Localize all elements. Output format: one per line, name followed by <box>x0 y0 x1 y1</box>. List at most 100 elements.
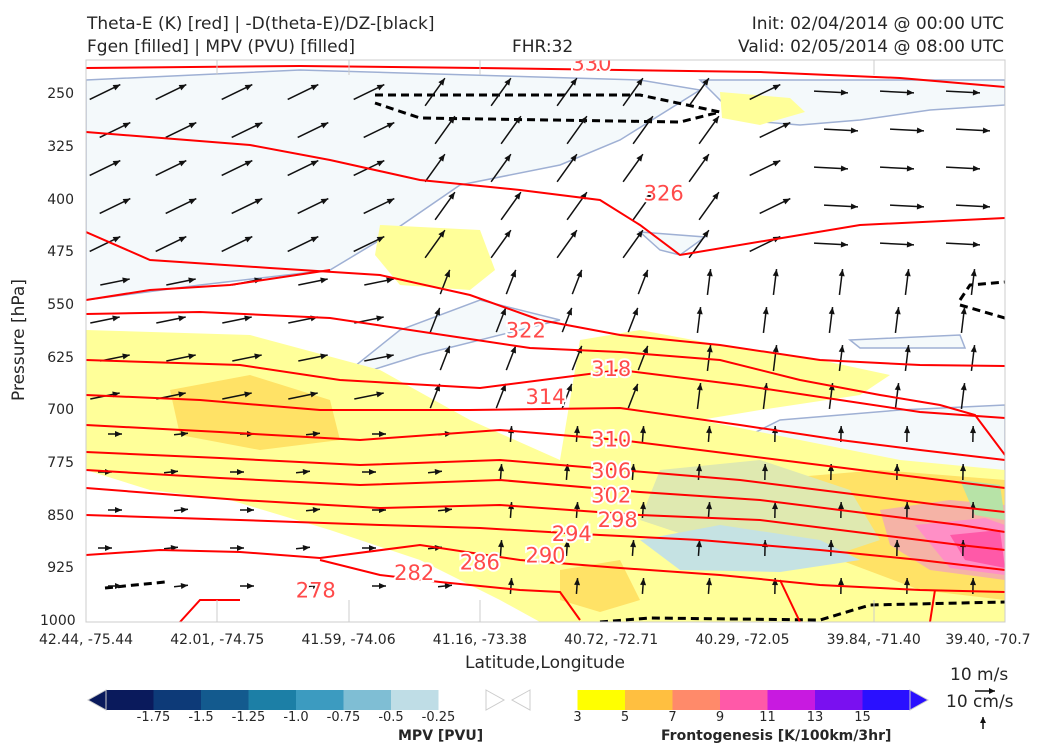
wind-vector-head <box>972 165 980 172</box>
colorbar-tick-label: -1.25 <box>231 710 266 725</box>
colorbar-segment <box>343 690 392 710</box>
wind-vector-head <box>632 383 638 392</box>
y-tick-label: 250 <box>47 86 74 103</box>
wind-vector-head <box>170 469 178 475</box>
wind-vector-head <box>112 160 121 167</box>
wind-vector-head <box>115 507 122 513</box>
wind-vector-head <box>970 269 977 277</box>
wind-vector-head <box>972 89 980 96</box>
wind-vector-head <box>772 502 779 510</box>
wind-vector-head <box>970 426 977 434</box>
theta-e-label: 322 <box>506 318 546 342</box>
wind-vector-head <box>772 578 779 586</box>
wind-vector-head <box>320 353 328 360</box>
x-tick-label: 39.84, -71.40 <box>826 632 921 648</box>
wind-ref-arrows <box>975 688 995 729</box>
wind-vector-head <box>632 307 638 316</box>
wind-vector-head <box>498 464 505 472</box>
wind-vector-head <box>438 154 445 162</box>
colorbar-segment <box>530 690 578 710</box>
wind-vector-head <box>838 345 845 353</box>
wind-vector-head <box>188 198 197 205</box>
x-tick-label: 42.01, -74.75 <box>170 632 265 648</box>
wind-vector-head <box>376 236 385 243</box>
wind-vector-head <box>972 241 980 248</box>
wind-vector-head <box>122 122 131 129</box>
wind-vector-head <box>566 307 572 316</box>
wind-vector-head <box>386 277 394 284</box>
wind-vector-head <box>244 315 252 322</box>
colorbar-segment <box>577 690 626 710</box>
y-tick-label: 475 <box>47 244 74 261</box>
wind-vector-head <box>376 160 385 167</box>
wind-vector-head <box>310 84 319 91</box>
x-tick-label: 41.59, -74.06 <box>301 632 396 648</box>
wind-vector-head <box>369 545 376 551</box>
theta-e-label: 314 <box>525 385 565 409</box>
wind-vector-head <box>434 307 440 316</box>
colorbar-segment <box>625 690 673 710</box>
wind-vector-head <box>970 502 977 510</box>
wind-vector-head <box>115 431 122 437</box>
colorbar-segment <box>153 690 202 710</box>
wind-vector-head <box>762 464 769 472</box>
forecast-hour: FHR:32 <box>512 37 574 57</box>
wind-vector-head <box>180 431 188 437</box>
theta-e-label: 278 <box>296 578 336 602</box>
wind-vector-head <box>178 84 187 91</box>
colorbar-segment <box>201 690 249 710</box>
wind-vector-head <box>570 230 577 238</box>
theta-e-label: 306 <box>591 459 631 483</box>
wind-vector-head <box>904 578 911 586</box>
wind-vector-head <box>630 540 637 548</box>
wind-vector-head <box>782 122 791 129</box>
wind-vector-head <box>906 89 914 96</box>
wind-vector-head <box>646 116 653 124</box>
wind-vector-head <box>636 230 643 238</box>
theta-e-label: 302 <box>591 484 631 508</box>
mpv-colorbar <box>86 689 506 711</box>
wind-vector-head <box>762 307 769 315</box>
theta-e-label: 294 <box>552 522 592 546</box>
wind-vector-head <box>906 241 914 248</box>
wind-vector-head <box>702 78 709 86</box>
title-line1: Theta-E (K) [red] | -D(theta-E)/DZ-[blac… <box>87 14 435 34</box>
colorbar-tick-label: 15 <box>854 710 871 725</box>
wind-vector-head <box>444 345 450 354</box>
y-tick-label: 1000 <box>40 613 76 629</box>
wind-vector-head <box>369 469 376 475</box>
colorbar-tick-label: 7 <box>668 710 677 725</box>
colorbar-tick-label: -1.5 <box>188 710 214 725</box>
y-tick-label: 400 <box>47 191 74 208</box>
wind-vector-head <box>828 464 835 472</box>
init-time: Init: 02/04/2014 @ 00:00 UTC <box>751 14 1004 34</box>
wind-vector-head <box>960 464 967 472</box>
wind-vector-head <box>310 160 319 167</box>
wind-vector-head <box>894 383 901 391</box>
wind-vector-head <box>916 127 924 134</box>
colorbar-tick-label: -0.75 <box>326 710 361 725</box>
wind-vector-head <box>642 345 648 354</box>
wind-vector-head <box>180 583 188 589</box>
wind-vector-head <box>706 502 713 510</box>
wind-vector-head <box>838 269 845 277</box>
wind-vector-head <box>772 160 781 167</box>
theta-e-label: 318 <box>591 357 631 381</box>
wind-vector-head <box>386 122 395 129</box>
colorbar-segment <box>296 690 344 710</box>
wind-ref-vertical: 10 cm/s <box>946 692 1014 712</box>
wind-vector-head <box>702 230 709 238</box>
theta-e-label: 290 <box>525 543 565 567</box>
wind-vector-head <box>438 230 445 238</box>
x-tick-label: 40.29, -72.05 <box>695 632 790 648</box>
wind-vector-head <box>504 230 511 238</box>
wind-vector-head <box>982 203 990 210</box>
wind-vector-head <box>960 307 967 315</box>
wind-vector-head <box>112 84 121 91</box>
wind-vector-head <box>247 583 254 589</box>
plot-frame <box>85 59 1006 623</box>
wind-vector-head <box>254 353 262 360</box>
wind-vector-head <box>904 345 911 353</box>
wind-vector-head <box>112 236 121 243</box>
colorbar-extend-left <box>86 689 107 711</box>
